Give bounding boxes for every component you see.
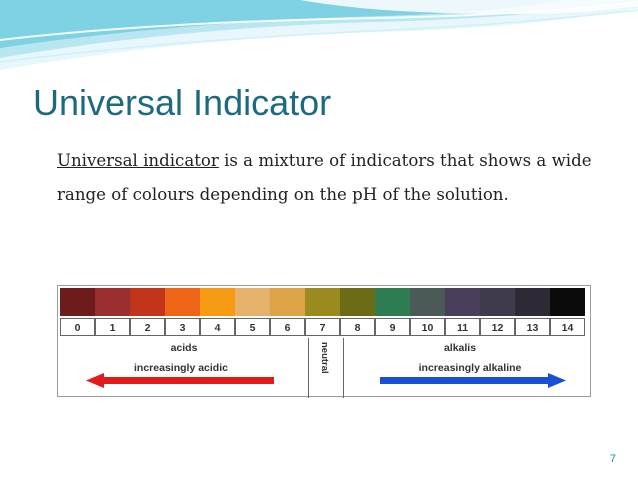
ph-number-label: 5 (250, 322, 256, 334)
ph-number-label: 1 (110, 322, 116, 334)
alkaline-arrow (380, 373, 566, 388)
ph-swatch-11 (445, 288, 480, 316)
ph-number-cell (235, 318, 270, 336)
ph-number-cell (445, 318, 480, 336)
ph-number-cell (200, 318, 235, 336)
acids-label: acids (171, 342, 198, 354)
ph-number-cell (550, 318, 585, 336)
ph-scale-chart: 0 1 2 3 4 5 6 7 8 9 10 11 12 13 14 acids increasingly … (57, 285, 591, 398)
neutral-label: neutral (319, 342, 330, 374)
ph-swatch-12 (480, 288, 515, 316)
ph-number-cell (95, 318, 130, 336)
alkalis-label: alkalis (444, 342, 476, 354)
increasingly-alkaline-label: increasingly alkaline (419, 362, 522, 374)
ph-swatch-0 (60, 288, 95, 316)
ph-swatch-1 (95, 288, 130, 316)
ph-number-cell (340, 318, 375, 336)
ph-number-cell (305, 318, 340, 336)
ph-swatch-8 (340, 288, 375, 316)
ph-number-cell (270, 318, 305, 336)
ph-swatch-3 (165, 288, 200, 316)
ph-swatch-4 (200, 288, 235, 316)
ph-swatch-10 (410, 288, 445, 316)
ph-number-label: 9 (390, 322, 396, 334)
ph-number-label: 7 (320, 322, 326, 334)
ph-number-cell (480, 318, 515, 336)
ph-number-label: 11 (457, 322, 468, 334)
term-universal-indicator: Universal indicator (57, 151, 219, 170)
ph-swatch-2 (130, 288, 165, 316)
ph-number-label: 0 (75, 322, 81, 334)
decorative-waves-header (0, 0, 638, 70)
ph-number-cell (60, 318, 95, 336)
ph-number-label: 14 (562, 322, 574, 334)
ph-number-label: 10 (422, 322, 434, 334)
ph-number-label: 12 (492, 322, 504, 334)
ph-number-cell (515, 318, 550, 336)
slide-title: Universal Indicator (33, 82, 332, 123)
ph-number-label: 2 (145, 322, 151, 334)
body-text-rest: is a mixture of indicators that shows a … (57, 151, 592, 204)
ph-swatch-5 (235, 288, 270, 316)
increasingly-acidic-label: increasingly acidic (134, 362, 228, 374)
body-paragraph: Universal indicator is a mixture of indi… (57, 144, 617, 212)
ph-number-cell (130, 318, 165, 336)
ph-number-label: 8 (355, 322, 361, 334)
ph-swatch-9 (375, 288, 410, 316)
acidic-arrow (86, 373, 274, 388)
ph-swatch-13 (515, 288, 550, 316)
ph-number-label: 4 (215, 322, 221, 334)
ph-number-label: 6 (285, 322, 291, 334)
ph-swatch-14 (550, 288, 585, 316)
ph-swatch-7 (305, 288, 340, 316)
ph-scale-graphic: 0 1 2 3 4 5 6 7 8 9 10 11 12 13 14 acids increasingly … (60, 288, 585, 398)
ph-number-cell (375, 318, 410, 336)
ph-number-cell (410, 318, 445, 336)
ph-number-label: 3 (180, 322, 186, 334)
ph-swatch-6 (270, 288, 305, 316)
ph-number-cell (165, 318, 200, 336)
ph-number-label: 13 (527, 322, 539, 334)
page-number: 7 (609, 453, 616, 465)
